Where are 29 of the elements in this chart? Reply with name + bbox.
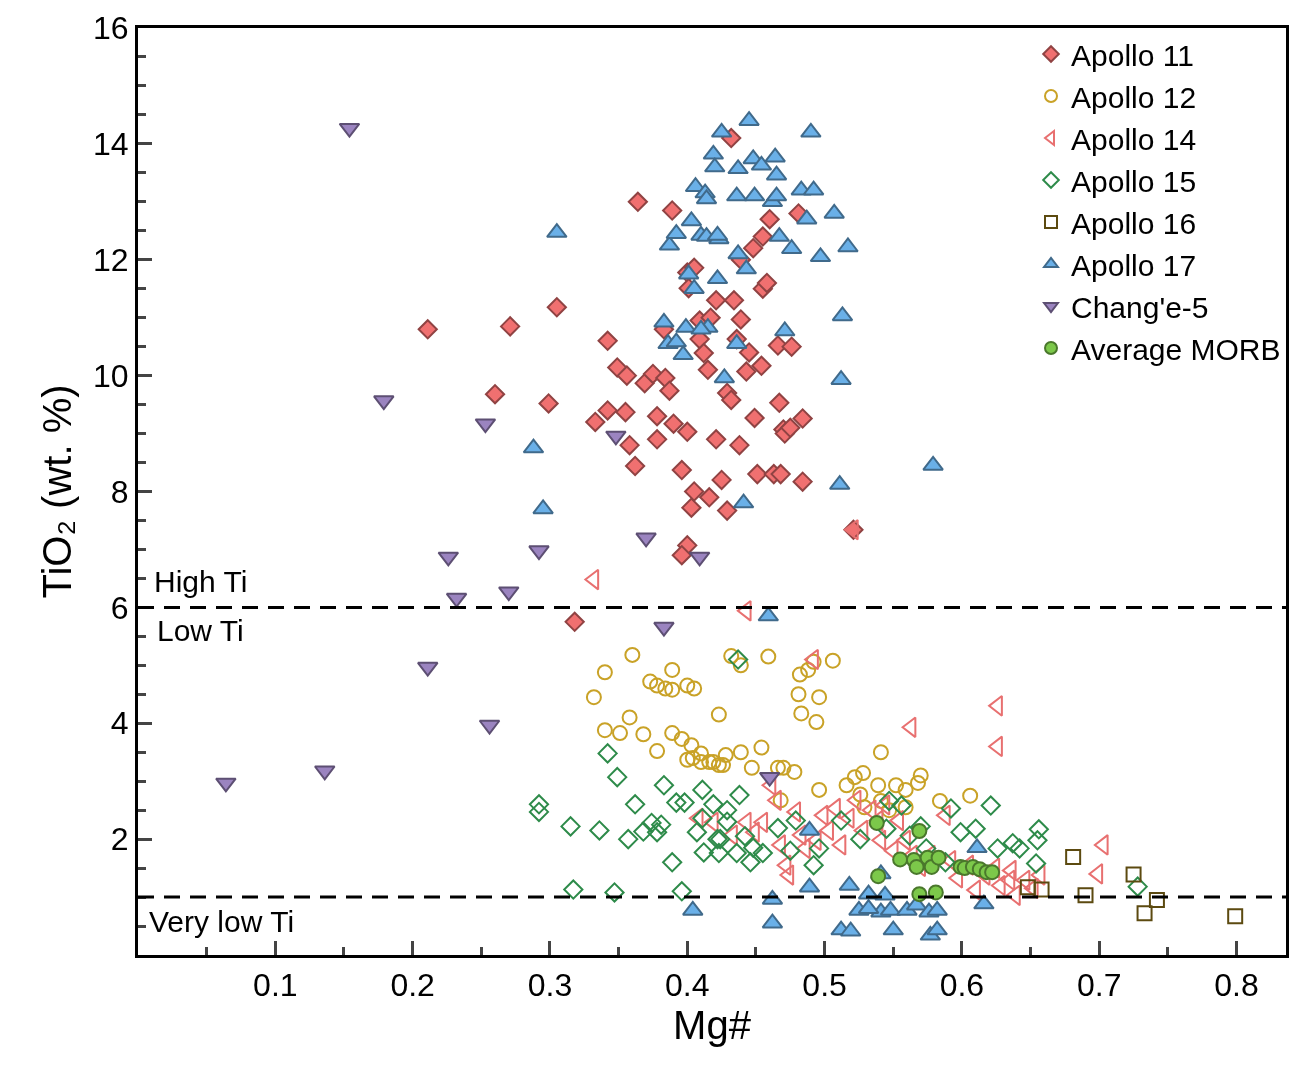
legend-label: Apollo 17 — [1071, 248, 1197, 282]
x-axis-title: Mg# — [673, 1003, 752, 1048]
x-tick-label: 0.5 — [802, 967, 847, 1004]
x-tick-label: 0.1 — [253, 967, 298, 1004]
legend-label: Apollo 11 — [1071, 38, 1194, 72]
y-axis-title: TiO₂ (wt. %) — [34, 384, 79, 599]
legend-label: Average MORB — [1071, 332, 1281, 366]
x-tick-label: 0.8 — [1214, 967, 1259, 1004]
annotation: Very low Ti — [149, 905, 295, 938]
y-tick-label: 6 — [110, 589, 129, 626]
legend-label: Chang'e-5 — [1071, 290, 1209, 324]
legend-label: Apollo 12 — [1071, 80, 1197, 114]
x-tick-label: 0.4 — [665, 967, 710, 1004]
y-tick-label: 2 — [110, 821, 129, 858]
y-tick-label: 14 — [93, 126, 129, 163]
legend-label: Apollo 14 — [1071, 122, 1197, 156]
legend-label: Apollo 15 — [1071, 164, 1197, 198]
y-tick-label: 4 — [110, 705, 129, 742]
legend-label: Apollo 16 — [1071, 206, 1197, 240]
x-tick-label: 0.2 — [390, 967, 435, 1004]
y-tick-label: 12 — [93, 241, 129, 278]
y-tick-label: 10 — [93, 357, 129, 394]
x-tick-label: 0.3 — [527, 967, 573, 1004]
y-tick-label: 16 — [93, 10, 129, 47]
x-tick-label: 0.6 — [939, 967, 985, 1004]
annotation: High Ti — [154, 565, 248, 598]
y-tick-label: 8 — [110, 473, 129, 510]
annotation: Low Ti — [157, 614, 244, 647]
x-tick-label: 0.7 — [1077, 967, 1122, 1004]
